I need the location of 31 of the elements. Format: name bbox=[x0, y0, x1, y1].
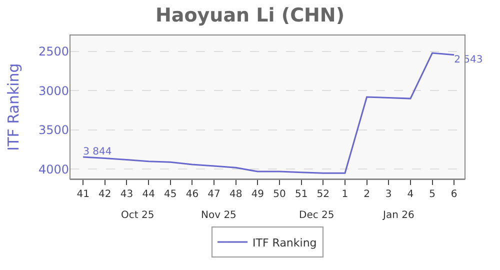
text: Oct 25 bbox=[121, 210, 154, 221]
x-tick-label: 48 bbox=[229, 189, 242, 200]
text: Jan 26 bbox=[382, 210, 414, 221]
text: Nov 25 bbox=[201, 210, 236, 221]
y-tick-label: 3500 bbox=[38, 123, 69, 138]
y-tick-label: 4000 bbox=[38, 162, 69, 176]
x-tick-label: 4 bbox=[407, 189, 414, 200]
x-tick-label: 6 bbox=[450, 189, 458, 200]
line-series bbox=[82, 52, 455, 174]
y-axis-title: ITF Ranking bbox=[4, 63, 23, 151]
legend-label: ITF Ranking bbox=[252, 236, 317, 250]
text: Dec 25 bbox=[299, 210, 334, 221]
x-tick-label: 49 bbox=[251, 189, 264, 200]
x-tick-label: 43 bbox=[120, 189, 134, 200]
x-tick-label: 46 bbox=[186, 189, 199, 200]
x-tick-label: 52 bbox=[316, 189, 330, 200]
x-tick-label: 45 bbox=[164, 189, 177, 200]
chart-title: Haoyuan Li (CHN) bbox=[156, 4, 344, 26]
x-tick-label: 42 bbox=[98, 189, 112, 200]
x-tick-label: 47 bbox=[208, 189, 220, 200]
x-tick-label: 2 bbox=[364, 189, 370, 200]
x-tick-label: 1 bbox=[342, 189, 348, 200]
x-tick-label: 5 bbox=[429, 189, 436, 200]
y-tick-label: 3000 bbox=[38, 84, 69, 98]
x-tick-label: 50 bbox=[273, 189, 286, 200]
data-label: 3 844 bbox=[83, 146, 112, 158]
x-tick-label: 3 bbox=[385, 189, 392, 200]
x-tick-label: 41 bbox=[76, 189, 90, 200]
x-tick-label: 51 bbox=[294, 189, 308, 200]
y-tick-label: 2500 bbox=[38, 44, 69, 59]
x-tick-label: 44 bbox=[142, 189, 155, 200]
